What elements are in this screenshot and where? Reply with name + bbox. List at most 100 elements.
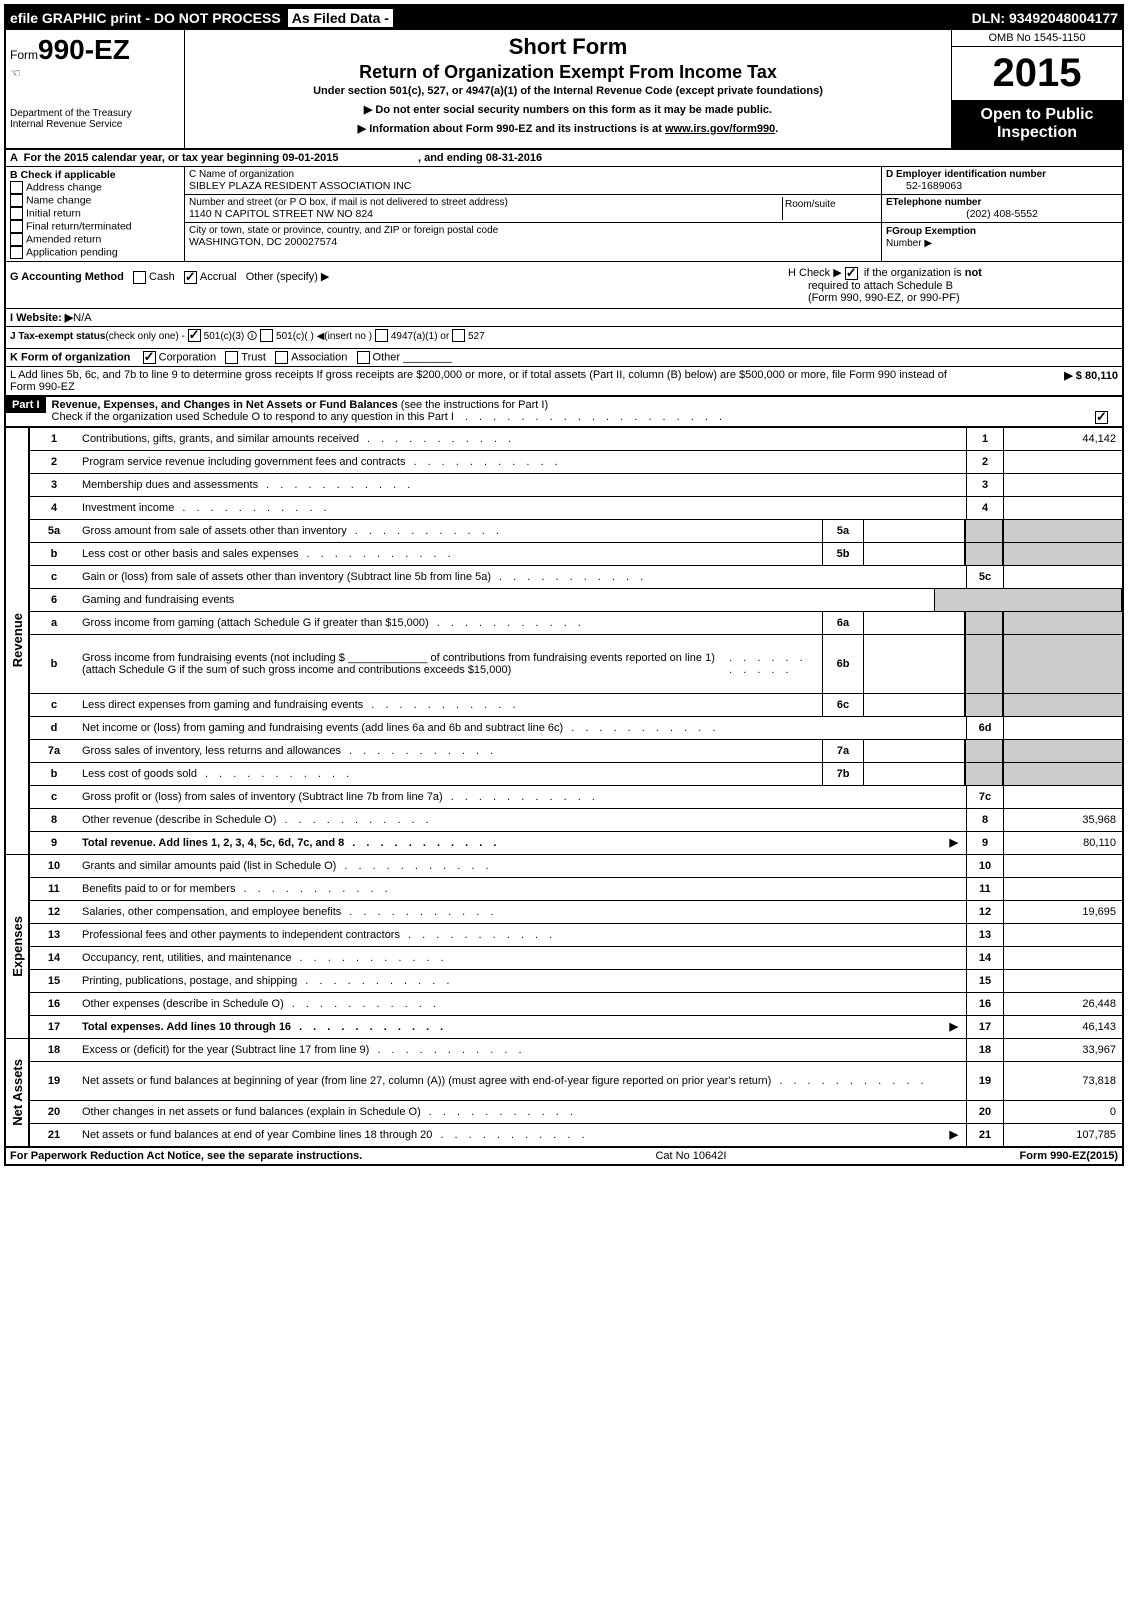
dln-label: DLN: 93492048004177 bbox=[972, 10, 1118, 26]
r-num bbox=[965, 763, 1003, 785]
chk-corp[interactable] bbox=[143, 351, 156, 364]
line-num: 11 bbox=[30, 878, 78, 900]
line-num: 21 bbox=[30, 1124, 78, 1146]
line-desc: Printing, publications, postage, and shi… bbox=[78, 970, 966, 992]
r-val: 33,967 bbox=[1003, 1039, 1122, 1061]
r-num bbox=[965, 740, 1003, 762]
line-num: b bbox=[30, 635, 78, 693]
dots: . . . . . . . . . . . bbox=[499, 571, 647, 583]
dots: . . . . . . . . . . . bbox=[729, 652, 818, 676]
chk-assoc[interactable] bbox=[275, 351, 288, 364]
line-num: 12 bbox=[30, 901, 78, 923]
expenses-label: Expenses bbox=[10, 916, 25, 977]
line-num: 16 bbox=[30, 993, 78, 1015]
line-2: 2Program service revenue including gover… bbox=[30, 451, 1122, 474]
line-11: 11Benefits paid to or for members. . . .… bbox=[30, 878, 1122, 901]
instr-2: ▶ Information about Form 990-EZ and its … bbox=[189, 122, 947, 135]
r-num: 5c bbox=[966, 566, 1003, 588]
checkbox[interactable] bbox=[10, 220, 23, 233]
checkbox[interactable] bbox=[10, 194, 23, 207]
pointing-hand-icon: ☜ bbox=[10, 66, 21, 80]
line-b: bLess cost of goods sold. . . . . . . . … bbox=[30, 763, 1122, 786]
chk-cash[interactable] bbox=[133, 271, 146, 284]
asfiled-pill: As Filed Data - bbox=[287, 8, 394, 28]
r-num: 13 bbox=[966, 924, 1003, 946]
r-num: 1 bbox=[966, 428, 1003, 450]
line-num: 14 bbox=[30, 947, 78, 969]
line-num: 17 bbox=[30, 1016, 78, 1038]
line-18: 18Excess or (deficit) for the year (Subt… bbox=[30, 1039, 1122, 1062]
dots: . . . . . . . . . . . bbox=[299, 1021, 447, 1033]
chk-scho[interactable] bbox=[1095, 411, 1108, 424]
r-val bbox=[1003, 612, 1122, 634]
chk-accrual[interactable] bbox=[184, 271, 197, 284]
line-desc: Gross income from gaming (attach Schedul… bbox=[78, 612, 822, 634]
header-mid: Short Form Return of Organization Exempt… bbox=[185, 30, 951, 148]
line-desc: Gross income from fundraising events (no… bbox=[78, 635, 822, 693]
chk-trust[interactable] bbox=[225, 351, 238, 364]
return-title: Return of Organization Exempt From Incom… bbox=[189, 62, 947, 83]
irs-link[interactable]: www.irs.gov/form990 bbox=[665, 123, 775, 135]
form-container: efile GRAPHIC print - DO NOT PROCESS As … bbox=[4, 4, 1124, 1166]
line-num: 20 bbox=[30, 1101, 78, 1123]
line-num: 2 bbox=[30, 451, 78, 473]
r-num: 7c bbox=[966, 786, 1003, 808]
chk-other[interactable] bbox=[357, 351, 370, 364]
short-form-title: Short Form bbox=[189, 34, 947, 60]
line-desc: Less cost of goods sold. . . . . . . . .… bbox=[78, 763, 822, 785]
chk-501c[interactable] bbox=[260, 329, 273, 342]
info-icon[interactable]: 🛈 bbox=[247, 331, 257, 342]
dots: . . . . . . . . . . . bbox=[344, 860, 492, 872]
line-c: cGain or (loss) from sale of assets othe… bbox=[30, 566, 1122, 589]
line-num: c bbox=[30, 566, 78, 588]
line-desc: Less cost or other basis and sales expen… bbox=[78, 543, 822, 565]
line-12: 12Salaries, other compensation, and empl… bbox=[30, 901, 1122, 924]
dots: . . . . . . . . . . . bbox=[779, 1075, 927, 1087]
r-num: 8 bbox=[966, 809, 1003, 831]
line-desc: Net assets or fund balances at beginning… bbox=[78, 1062, 966, 1100]
checkbox[interactable] bbox=[10, 207, 23, 220]
r-shade bbox=[934, 589, 1122, 611]
r-val bbox=[1003, 497, 1122, 519]
chk-amended: Amended return bbox=[10, 233, 180, 246]
line-desc: Net assets or fund balances at end of ye… bbox=[78, 1124, 966, 1146]
checkbox[interactable] bbox=[10, 246, 23, 259]
dots: . . . . . . . . . . . bbox=[437, 617, 585, 629]
line-6: 6Gaming and fundraising events bbox=[30, 589, 1122, 612]
row-i: I Website: ▶N/A bbox=[6, 309, 1122, 327]
r-num: 12 bbox=[966, 901, 1003, 923]
line-7a: 7aGross sales of inventory, less returns… bbox=[30, 740, 1122, 763]
line-desc: Total revenue. Add lines 1, 2, 3, 4, 5c,… bbox=[78, 832, 966, 854]
chk-501c3[interactable] bbox=[188, 329, 201, 342]
line-desc: Excess or (deficit) for the year (Subtra… bbox=[78, 1039, 966, 1061]
footer-mid: Cat No 10642I bbox=[655, 1150, 726, 1162]
line-desc: Net income or (loss) from gaming and fun… bbox=[78, 717, 966, 739]
line-desc: Gross sales of inventory, less returns a… bbox=[78, 740, 822, 762]
header-right: OMB No 1545-1150 2015 Open to Public Ins… bbox=[951, 30, 1122, 148]
chk-527[interactable] bbox=[452, 329, 465, 342]
dots: . . . . . . . . . . . . . . . . . . . bbox=[465, 411, 726, 423]
dots: . . . . . . . . . . . bbox=[367, 433, 515, 445]
r-num bbox=[965, 520, 1003, 542]
mid-num: 6c bbox=[822, 694, 864, 716]
room-suite: Room/suite bbox=[782, 197, 877, 220]
line-num: 8 bbox=[30, 809, 78, 831]
chk-4947[interactable] bbox=[375, 329, 388, 342]
checkbox[interactable] bbox=[10, 181, 23, 194]
line-16: 16Other expenses (describe in Schedule O… bbox=[30, 993, 1122, 1016]
dept-label: Department of the Treasury Internal Reve… bbox=[10, 108, 180, 130]
line-num: 1 bbox=[30, 428, 78, 450]
line-a: aGross income from gaming (attach Schedu… bbox=[30, 612, 1122, 635]
chk-final: Final return/terminated bbox=[10, 220, 180, 233]
checkbox[interactable] bbox=[10, 233, 23, 246]
line-num: 15 bbox=[30, 970, 78, 992]
dots: . . . . . . . . . . . bbox=[377, 1044, 525, 1056]
line-num: d bbox=[30, 717, 78, 739]
top-bar: efile GRAPHIC print - DO NOT PROCESS As … bbox=[6, 6, 1122, 30]
line-b: bLess cost or other basis and sales expe… bbox=[30, 543, 1122, 566]
chk-h[interactable] bbox=[845, 267, 858, 280]
chk-name: Name change bbox=[10, 194, 180, 207]
line-8: 8Other revenue (describe in Schedule O).… bbox=[30, 809, 1122, 832]
dots: . . . . . . . . . . . bbox=[451, 791, 599, 803]
r-num: 16 bbox=[966, 993, 1003, 1015]
